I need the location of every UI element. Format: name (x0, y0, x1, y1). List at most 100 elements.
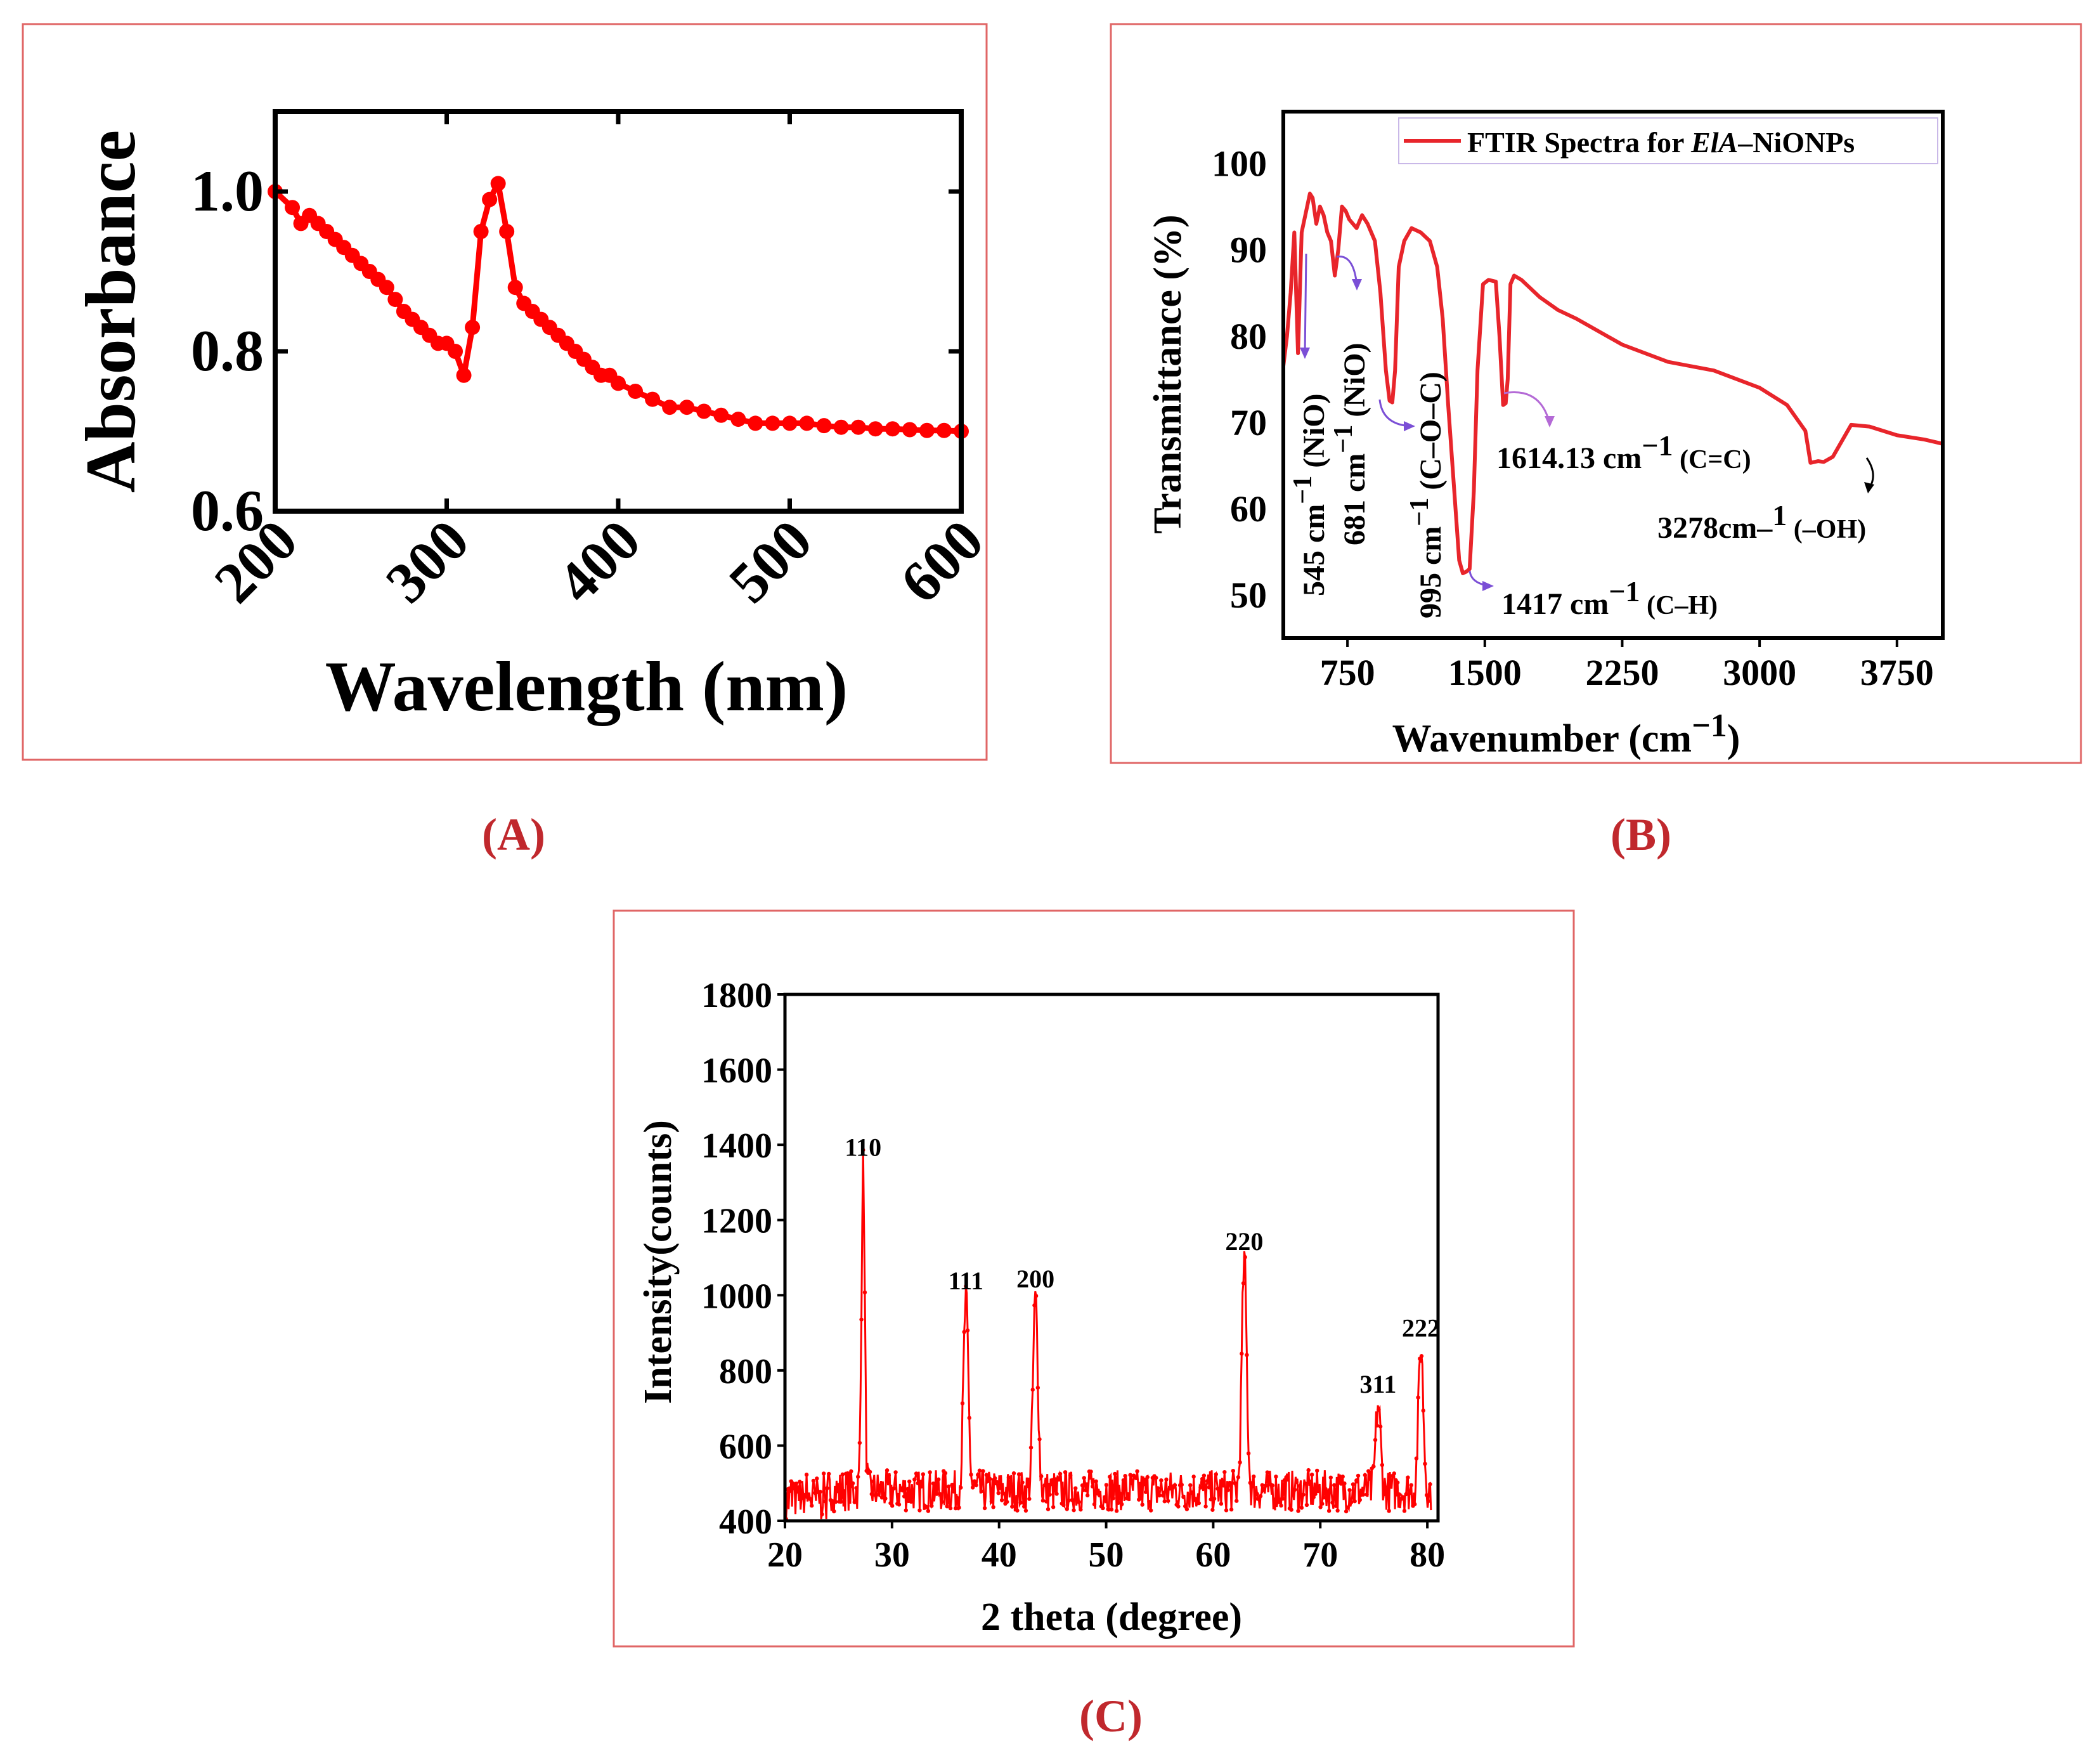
chart-c-point (1340, 1475, 1345, 1479)
annotation-545-tail: (NiO) (1297, 393, 1331, 475)
chart-c-point (1320, 1501, 1325, 1506)
chart-c-point (1025, 1483, 1030, 1488)
chart-c-point (1260, 1483, 1264, 1487)
chart-c-point (1373, 1438, 1378, 1442)
panel-c-label: (C) (1079, 1691, 1143, 1742)
chart-c-point (1299, 1506, 1304, 1510)
chart-c-point (1407, 1491, 1412, 1495)
chart-c-point (1005, 1499, 1009, 1504)
chart-c-point (924, 1504, 929, 1509)
chart-a-point (456, 367, 472, 383)
chart-c-point (1382, 1492, 1386, 1497)
chart-c-peak-label: 111 (949, 1266, 984, 1295)
chart-c-point (1037, 1437, 1042, 1442)
chart-c-point (1092, 1502, 1097, 1507)
chart-c-point (1128, 1473, 1132, 1477)
chart-c-point (1368, 1470, 1373, 1475)
chart-c-point (940, 1499, 944, 1504)
chart-c-point (1047, 1492, 1052, 1497)
chart-c-point (810, 1503, 814, 1508)
chart-c-point (1294, 1480, 1299, 1485)
chart-c-point (1428, 1482, 1432, 1487)
chart-c-point (1229, 1507, 1234, 1512)
chart-c-point (1032, 1303, 1037, 1308)
chart-c-axes-box (783, 993, 1440, 1523)
chart-c-point (1022, 1504, 1027, 1509)
chart-c-point (1424, 1493, 1429, 1497)
chart-c-peak-label: 222 (1402, 1313, 1440, 1342)
chart-b-xlabel-main: Wavenumber (cm (1392, 717, 1692, 760)
chart-a-point (482, 192, 498, 207)
chart-a-ylabel: Absorbance (72, 130, 150, 493)
chart-c-point (1039, 1474, 1044, 1478)
chart-c-point (1010, 1504, 1014, 1509)
chart-c-point (1344, 1509, 1349, 1514)
chart-c-point (1250, 1484, 1254, 1489)
chart-c-point (1075, 1495, 1080, 1501)
chart-c-point (1030, 1388, 1035, 1392)
chart-c-point (1042, 1483, 1047, 1488)
chart-c-point (1157, 1493, 1162, 1498)
chart-c-point (1140, 1502, 1144, 1507)
chart-c-point (1035, 1385, 1040, 1390)
chart-b-xlabel-end: ) (1727, 717, 1740, 760)
chart-c-point (1079, 1507, 1083, 1512)
chart-c-point (1145, 1475, 1150, 1480)
chart-c-point (1148, 1508, 1153, 1513)
chart-c-point (977, 1468, 982, 1473)
chart-c-point (881, 1492, 886, 1496)
chart-c-point (1164, 1477, 1169, 1482)
chart-b-xlabel: Wavenumber (cm−1) (1392, 708, 1740, 760)
chart-c-point (1065, 1507, 1069, 1511)
annotation-3278-main: 3278cm– (1657, 511, 1773, 545)
chart-c-point (798, 1480, 802, 1484)
chart-c-point (904, 1508, 909, 1513)
chart-a-marks (268, 176, 969, 439)
chart-c-point (1193, 1497, 1198, 1501)
chart-c-ticks: 20 30 40 50 60 70 80 400 600 800 1000 1200 1400 1600 1… (701, 976, 1445, 1575)
chart-c-point (854, 1486, 859, 1490)
chart-c-point (1402, 1509, 1407, 1513)
chart-c-point (1001, 1491, 1006, 1496)
chart-c-point (1113, 1471, 1117, 1476)
chart-a-point (645, 391, 661, 407)
chart-c-point (840, 1472, 845, 1477)
chart-c-point (787, 1486, 792, 1491)
chart-c-point (1316, 1487, 1321, 1491)
chart-c-point (1395, 1480, 1400, 1485)
chart-c-point (1356, 1473, 1361, 1478)
chart-b-marks (1281, 192, 1943, 575)
chart-a-point (696, 403, 712, 419)
annotation-3278-sup: 1 (1772, 499, 1787, 531)
chart-c-point (1246, 1451, 1251, 1455)
chart-b-ytick-label: 70 (1230, 402, 1267, 443)
chart-a-point (902, 422, 917, 438)
chart-c-point (1101, 1506, 1105, 1511)
chart-c-point (1179, 1482, 1184, 1487)
annotation-3278: 3278cm–1 (–OH) (1657, 499, 1866, 545)
chart-a-point (799, 415, 815, 431)
chart-c-point (833, 1499, 838, 1504)
chart-c-point (1082, 1476, 1086, 1480)
chart-b-legend-label-post: –NiONPs (1737, 126, 1855, 159)
chart-c-peak-label: 311 (1360, 1370, 1397, 1398)
chart-c-point (1426, 1499, 1431, 1504)
chart-c-point (891, 1486, 897, 1491)
chart-c-point (825, 1486, 829, 1490)
chart-c-point (936, 1477, 941, 1481)
chart-c-point (1207, 1485, 1212, 1490)
chart-c-point (1401, 1496, 1405, 1501)
annotation-545-arrowhead (1300, 348, 1310, 359)
chart-c-point (1378, 1424, 1383, 1429)
chart-a-point (490, 176, 506, 192)
chart-a-point (285, 200, 301, 216)
annotation-1614-sup: −1 (1642, 429, 1673, 462)
chart-c-point (970, 1485, 975, 1490)
chart-c-point (1068, 1473, 1073, 1478)
chart-c-point (1409, 1483, 1413, 1487)
annotation-995-arrowhead (1404, 421, 1415, 431)
chart-a-axes-box (273, 109, 964, 514)
chart-c-point (1352, 1499, 1357, 1504)
chart-c-ytick-label: 800 (719, 1352, 772, 1391)
annotation-1614-arrow (1503, 391, 1551, 424)
